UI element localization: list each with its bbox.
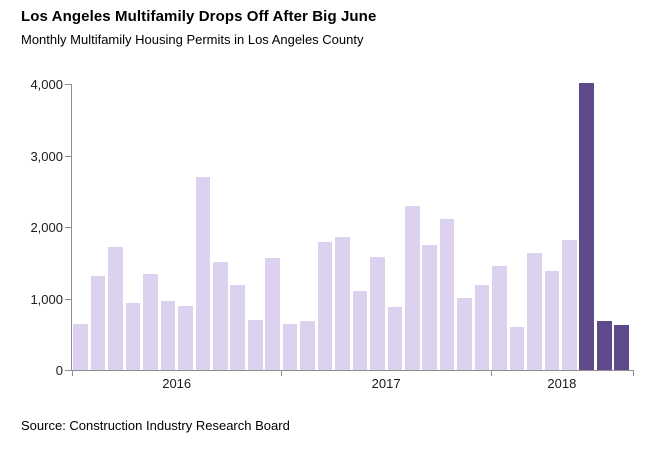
y-axis-tick <box>64 370 71 371</box>
y-axis-line <box>70 84 72 371</box>
x-axis-year-label: 2018 <box>547 376 577 391</box>
bar-jun-2017 <box>370 257 385 370</box>
bar-dec-2017 <box>474 284 490 370</box>
source-note: Source: Construction Industry Research B… <box>21 418 290 433</box>
y-axis-tick-label: 0 <box>55 363 63 378</box>
bar-mar-2016 <box>108 247 123 370</box>
bar-apr-2017 <box>335 237 350 370</box>
y-axis-tick-label: 4,000 <box>30 77 63 92</box>
x-axis-tick <box>72 371 73 376</box>
bar-jul-2017 <box>387 306 403 370</box>
bar-apr-2018 <box>544 270 560 370</box>
bar-may-2018 <box>562 239 577 370</box>
bar-nov-2016 <box>247 319 263 370</box>
x-axis-year-label: 2017 <box>371 376 401 391</box>
bar-jun-2018 <box>579 82 595 370</box>
bar-sep-2016 <box>213 262 228 370</box>
x-axis-tick <box>633 371 634 376</box>
bar-jan-2018 <box>492 266 507 370</box>
x-axis-line <box>70 370 634 371</box>
x-axis-tick <box>490 371 492 376</box>
y-axis-tick-label: 3,000 <box>30 148 63 164</box>
chart-title: Los Angeles Multifamily Drops Off After … <box>21 8 377 25</box>
bar-sep-2017 <box>422 244 438 370</box>
bar-aug-2016 <box>195 177 211 370</box>
bar-jul-2018 <box>596 321 612 370</box>
bar-feb-2018 <box>509 326 525 370</box>
y-axis-tick <box>64 84 71 85</box>
bar-jun-2016 <box>160 300 176 370</box>
bar-jan-2016 <box>73 324 89 370</box>
chart-subtitle: Monthly Multifamily Housing Permits in L… <box>21 32 364 47</box>
bar-dec-2016 <box>265 258 280 370</box>
bar-mar-2018 <box>527 252 542 370</box>
bar-mar-2017 <box>317 242 333 370</box>
bar-aug-2018 <box>614 325 629 370</box>
y-axis-tick <box>64 298 71 300</box>
x-axis-year-label: 2016 <box>162 376 192 391</box>
bar-oct-2016 <box>230 284 246 370</box>
bar-jul-2016 <box>178 306 193 370</box>
bar-may-2017 <box>352 290 368 370</box>
y-axis-tick <box>64 227 71 228</box>
bar-aug-2017 <box>404 205 420 370</box>
bar-oct-2017 <box>439 218 455 370</box>
bar-may-2016 <box>143 274 158 370</box>
bar-feb-2017 <box>300 321 315 370</box>
bar-jan-2017 <box>282 324 298 370</box>
bar-apr-2016 <box>125 303 141 370</box>
y-axis-tick <box>64 155 71 157</box>
x-axis-tick <box>281 371 283 376</box>
bar-feb-2016 <box>90 276 106 370</box>
bar-nov-2017 <box>457 298 472 370</box>
y-axis-tick-label: 1,000 <box>30 291 63 307</box>
y-axis-tick-label: 2,000 <box>30 220 63 235</box>
